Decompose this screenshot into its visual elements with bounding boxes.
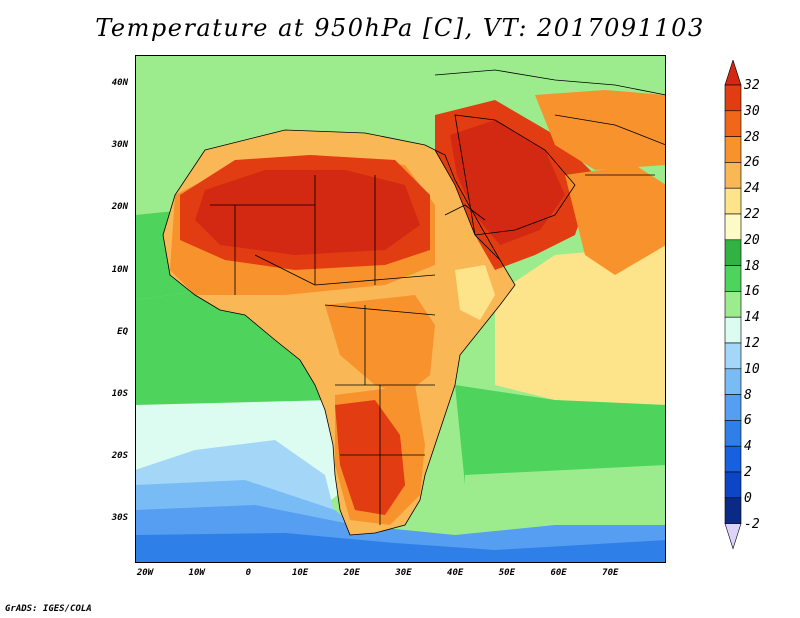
indian-ocean-green bbox=[455, 385, 666, 490]
colorbar-top-arrow bbox=[724, 60, 742, 86]
temperature-field bbox=[135, 55, 666, 563]
colorbar-swatch bbox=[724, 420, 742, 447]
arabia-core bbox=[450, 120, 565, 245]
latitude-label: 10S bbox=[111, 389, 128, 399]
latitude-label: 20S bbox=[111, 451, 128, 462]
south-ocean-deep bbox=[135, 533, 666, 563]
colorbar-tick-label: 4 bbox=[744, 439, 752, 455]
sahara-core bbox=[195, 170, 420, 255]
colorbar-tick-label: 14 bbox=[744, 310, 760, 326]
longitude-label: 40E bbox=[447, 568, 464, 578]
latitude-label: 20N bbox=[111, 202, 128, 213]
colorbar-swatch bbox=[724, 291, 742, 318]
colorbar bbox=[724, 60, 742, 550]
colorbar-swatch bbox=[724, 445, 742, 473]
central-africa-warm bbox=[325, 295, 435, 395]
colorbar-swatch bbox=[724, 471, 742, 499]
colorbar-tick-label: 28 bbox=[744, 129, 760, 145]
map-title: Temperature at 950hPa [C], VT: 201709110… bbox=[95, 14, 705, 42]
north-cool-band bbox=[135, 55, 666, 185]
latitude-label: 30N bbox=[111, 140, 128, 151]
latitude-label: 30S bbox=[111, 513, 128, 524]
colorbar-tick-label: 20 bbox=[744, 232, 760, 248]
colorbar-tick-label: -2 bbox=[744, 516, 760, 532]
colorbar-tick-label: 12 bbox=[744, 336, 760, 351]
grads-credit: GrADS: IGES/COLA bbox=[5, 604, 92, 614]
colorbar-tick-label: 6 bbox=[744, 413, 752, 429]
colorbar-swatch bbox=[724, 110, 742, 137]
colorbar-swatch bbox=[724, 342, 742, 370]
longitude-label: 20W bbox=[136, 568, 154, 578]
colorbar-tick-label: 22 bbox=[744, 207, 760, 222]
indian-ocean-pale-green bbox=[465, 465, 666, 525]
temperature-map bbox=[135, 55, 666, 563]
longitude-label: 0 bbox=[245, 568, 252, 578]
iran-warm bbox=[535, 90, 666, 170]
colorbar-swatch bbox=[724, 136, 742, 163]
colorbar-tick-label: 24 bbox=[744, 181, 760, 197]
colorbar-tick-label: 10 bbox=[744, 361, 760, 377]
colorbar-tick-label: 26 bbox=[744, 155, 760, 171]
colorbar-swatch bbox=[724, 316, 742, 344]
colorbar-tick-label: 18 bbox=[744, 258, 760, 274]
ethiopian-highlands bbox=[455, 265, 495, 320]
longitude-label: 20E bbox=[343, 568, 360, 578]
colorbar-swatch bbox=[724, 162, 742, 189]
latitude-label: 40N bbox=[111, 78, 128, 88]
longitude-label: 50E bbox=[498, 568, 516, 578]
longitude-label: 30E bbox=[395, 568, 412, 578]
colorbar-tick-label: 8 bbox=[744, 387, 752, 403]
colorbar-tick-label: 30 bbox=[744, 103, 760, 119]
india-warm bbox=[565, 165, 666, 275]
colorbar-tick-label: 16 bbox=[744, 284, 760, 300]
kalahari-hot bbox=[335, 400, 405, 515]
indian-ocean-warm bbox=[495, 245, 666, 405]
colorbar-bottom-arrow bbox=[724, 523, 742, 550]
longitude-label: 70E bbox=[602, 568, 619, 578]
colorbar-swatch bbox=[724, 265, 742, 292]
colorbar-swatch bbox=[724, 84, 742, 112]
longitude-label: 60E bbox=[550, 568, 567, 578]
colorbar-tick-label: 32 bbox=[744, 78, 760, 93]
longitude-label: 10W bbox=[188, 568, 205, 578]
colorbar-bottom-swatch bbox=[724, 497, 742, 524]
colorbar-swatch bbox=[724, 239, 742, 266]
colorbar-swatch bbox=[724, 368, 742, 395]
longitude-label: 10E bbox=[291, 568, 309, 578]
colorbar-swatch bbox=[724, 213, 742, 241]
colorbar-swatch bbox=[724, 187, 742, 215]
latitude-label: EQ bbox=[117, 326, 128, 337]
colorbar-tick-label: 0 bbox=[744, 490, 752, 506]
coastlines-and-borders bbox=[162, 69, 666, 536]
colorbar-tick-label: 2 bbox=[744, 465, 752, 480]
colorbar-swatch bbox=[724, 394, 742, 421]
latitude-label: 10N bbox=[111, 264, 128, 275]
